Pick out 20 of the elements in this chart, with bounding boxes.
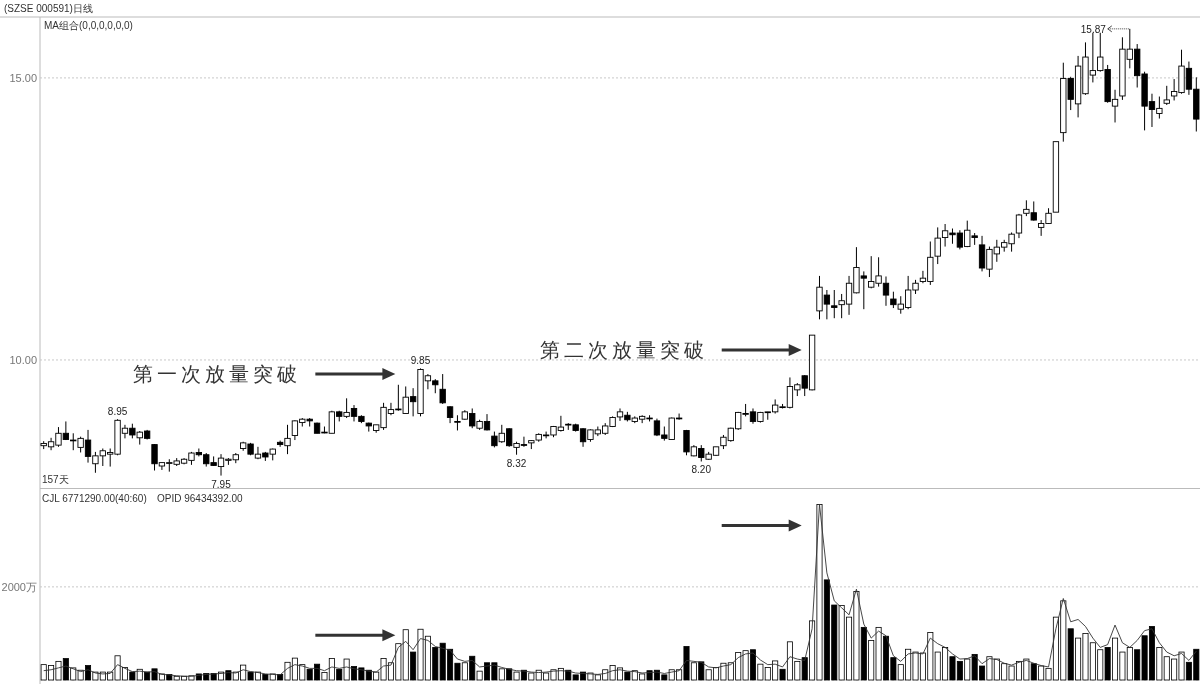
chart-title: (SZSE 000591)日线 [4, 3, 93, 14]
annotation: 7.95 [211, 478, 232, 490]
annotation: 第二次放量突破 [539, 339, 708, 361]
candlestick [1163, 85, 1170, 106]
candlestick [1015, 213, 1023, 239]
annotation: 9.85 [410, 355, 431, 367]
annotation: 8.20 [691, 464, 712, 476]
annotation: 8.95 [107, 406, 128, 418]
candlestick [439, 373, 446, 405]
annotation: 第一次放量突破 [133, 363, 302, 385]
y-tick-label: 15.00 [9, 71, 37, 84]
chart-subtitle: MA组合(0,0,0,0,0,0) [44, 20, 133, 31]
y-tick-label: 10.00 [9, 353, 37, 366]
annotation: 8.32 [506, 457, 527, 469]
annotation: 15.87 [1080, 23, 1107, 35]
candlestick [831, 289, 838, 319]
y-tick-label: 2000万 [1, 580, 37, 593]
annotation: 157天 [42, 474, 69, 485]
annotation: OPID 96434392.00 [157, 493, 244, 504]
annotation: CJL 6771290.00(40:60) [42, 493, 147, 504]
